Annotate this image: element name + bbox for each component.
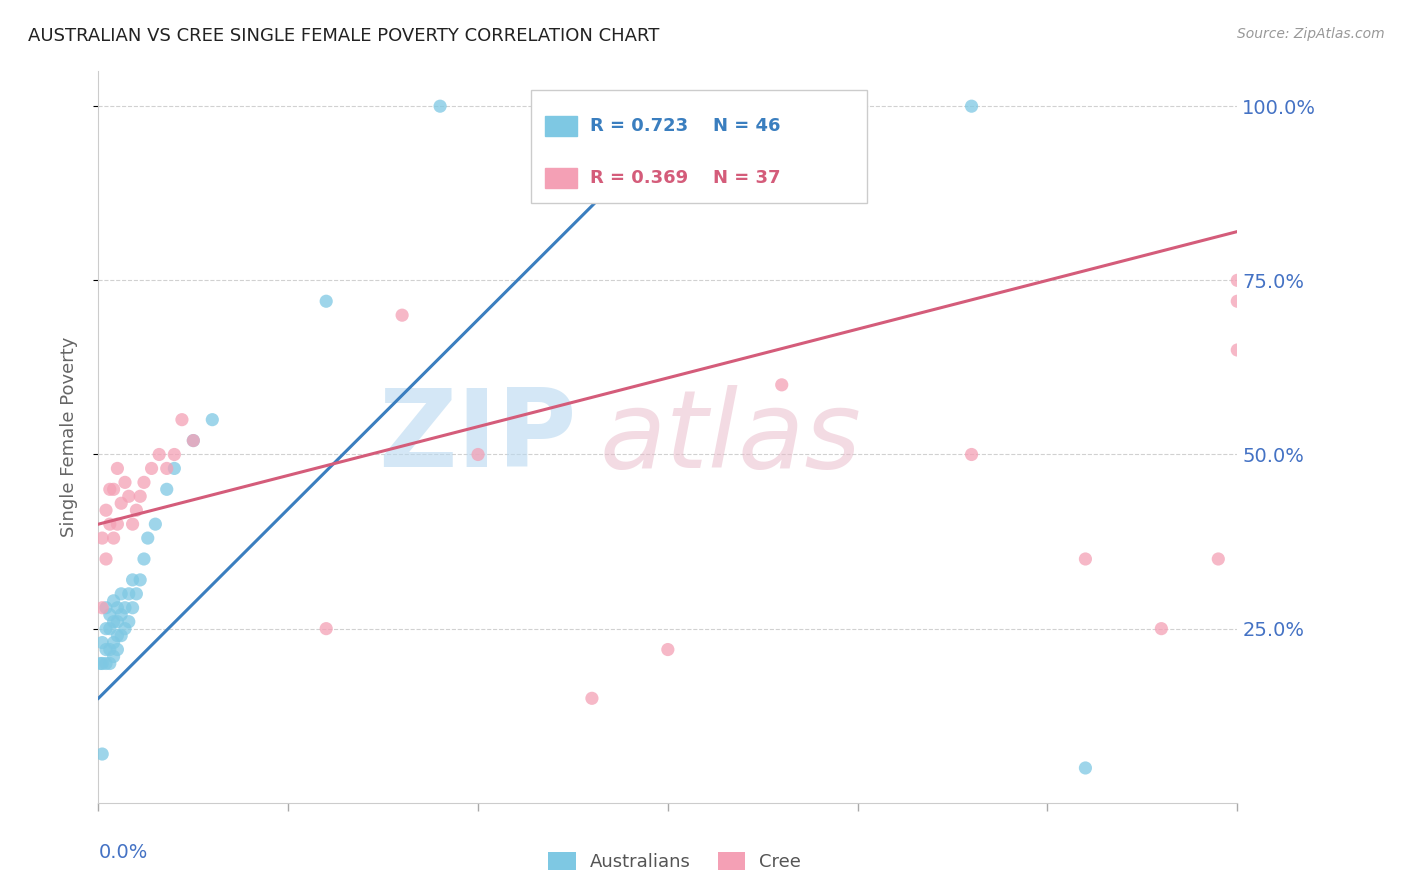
Point xyxy=(121,517,143,532)
Point xyxy=(315,622,337,636)
Point xyxy=(103,531,125,545)
Point xyxy=(107,517,129,532)
Point xyxy=(846,99,869,113)
Point xyxy=(770,377,793,392)
Point xyxy=(103,649,125,664)
Point xyxy=(145,517,167,532)
Point xyxy=(89,657,111,671)
Point xyxy=(91,531,114,545)
Point xyxy=(94,503,117,517)
Point xyxy=(129,489,152,503)
Point xyxy=(114,622,136,636)
Point xyxy=(132,475,155,490)
Point xyxy=(107,642,129,657)
Point xyxy=(94,600,117,615)
Point xyxy=(91,635,114,649)
Point xyxy=(657,99,679,113)
Point xyxy=(132,552,155,566)
Point xyxy=(107,615,129,629)
Point xyxy=(91,657,114,671)
Point xyxy=(1226,343,1249,357)
Point xyxy=(103,615,125,629)
Text: AUSTRALIAN VS CREE SINGLE FEMALE POVERTY CORRELATION CHART: AUSTRALIAN VS CREE SINGLE FEMALE POVERTY… xyxy=(28,27,659,45)
Legend: Australians, Cree: Australians, Cree xyxy=(541,845,808,879)
Point xyxy=(98,642,121,657)
Point xyxy=(1208,552,1230,566)
Point xyxy=(114,600,136,615)
Point xyxy=(1150,622,1173,636)
Point xyxy=(94,642,117,657)
Point xyxy=(201,412,224,426)
Point xyxy=(846,99,869,113)
Point xyxy=(118,615,141,629)
FancyBboxPatch shape xyxy=(531,90,868,203)
Point xyxy=(467,448,489,462)
Point xyxy=(960,448,983,462)
Text: ZIP: ZIP xyxy=(378,384,576,490)
Point xyxy=(121,600,143,615)
Point xyxy=(429,99,451,113)
Point xyxy=(98,517,121,532)
Point xyxy=(98,657,121,671)
Point xyxy=(125,503,148,517)
Point xyxy=(110,587,132,601)
Point xyxy=(581,691,603,706)
Point xyxy=(107,600,129,615)
Point xyxy=(156,483,179,497)
Point xyxy=(103,483,125,497)
Bar xyxy=(546,168,576,188)
Text: N = 37: N = 37 xyxy=(713,169,780,187)
Point xyxy=(183,434,205,448)
Point xyxy=(129,573,152,587)
Point xyxy=(183,434,205,448)
Point xyxy=(118,489,141,503)
Point xyxy=(118,587,141,601)
Point xyxy=(170,412,193,426)
Point xyxy=(543,99,565,113)
Point xyxy=(98,622,121,636)
Point xyxy=(110,607,132,622)
Text: atlas: atlas xyxy=(599,384,862,490)
Bar xyxy=(546,116,576,136)
Point xyxy=(121,573,143,587)
Point xyxy=(91,600,114,615)
Point xyxy=(103,594,125,608)
Point xyxy=(107,461,129,475)
Point xyxy=(1074,761,1097,775)
Point xyxy=(657,642,679,657)
Point xyxy=(1226,294,1249,309)
Point xyxy=(141,461,163,475)
Point xyxy=(770,99,793,113)
Point xyxy=(98,607,121,622)
Point xyxy=(94,622,117,636)
Point xyxy=(114,475,136,490)
Point xyxy=(91,747,114,761)
Point xyxy=(315,294,337,309)
Text: R = 0.369: R = 0.369 xyxy=(591,169,689,187)
Point xyxy=(103,635,125,649)
Point xyxy=(156,461,179,475)
Point xyxy=(1226,273,1249,287)
Text: N = 46: N = 46 xyxy=(713,117,780,135)
Point xyxy=(110,629,132,643)
Point xyxy=(125,587,148,601)
Point xyxy=(107,629,129,643)
Point xyxy=(391,308,413,322)
Point xyxy=(163,461,186,475)
Point xyxy=(148,448,170,462)
Point xyxy=(94,657,117,671)
Point xyxy=(163,448,186,462)
Point xyxy=(136,531,159,545)
Point xyxy=(98,483,121,497)
Point xyxy=(110,496,132,510)
Text: 0.0%: 0.0% xyxy=(98,843,148,862)
Point xyxy=(94,552,117,566)
Point xyxy=(1074,552,1097,566)
Point xyxy=(960,99,983,113)
Text: Source: ZipAtlas.com: Source: ZipAtlas.com xyxy=(1237,27,1385,41)
Text: R = 0.723: R = 0.723 xyxy=(591,117,689,135)
Y-axis label: Single Female Poverty: Single Female Poverty xyxy=(59,337,77,537)
